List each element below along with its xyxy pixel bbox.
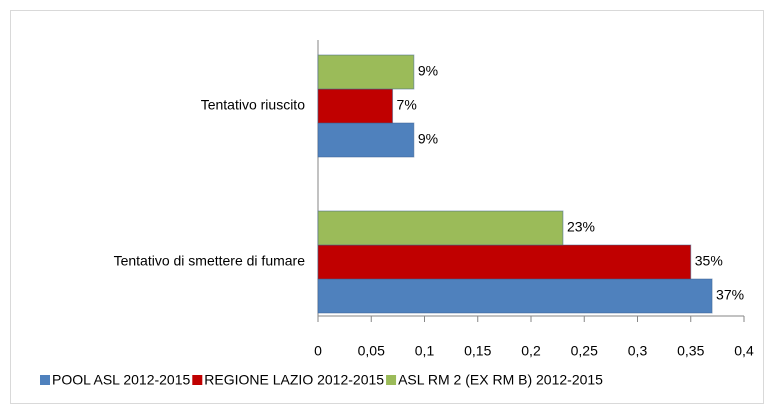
bar xyxy=(317,278,713,314)
bar xyxy=(317,210,564,246)
legend-swatch xyxy=(40,375,50,385)
bar xyxy=(317,244,692,280)
bar xyxy=(317,122,415,158)
x-tick-label: 0,05 xyxy=(358,343,385,359)
x-tick-label: 0,2 xyxy=(521,343,541,359)
legend-swatch xyxy=(192,375,203,385)
x-tick-label: 0,25 xyxy=(571,343,598,359)
value-label: 9% xyxy=(418,131,438,147)
x-tick-label: 0,1 xyxy=(415,343,435,359)
legend-label: POOL ASL 2012-2015 xyxy=(52,372,190,388)
value-label: 7% xyxy=(397,97,417,113)
x-tick-label: 0,35 xyxy=(677,343,704,359)
y-tick-label: Tentativo di smettere di fumare xyxy=(114,253,306,269)
value-label: 37% xyxy=(716,287,744,303)
x-tick-label: 0 xyxy=(314,343,322,359)
bar xyxy=(317,88,394,124)
y-tick-label: Tentativo riuscito xyxy=(201,97,305,113)
x-tick-label: 0,4 xyxy=(734,343,754,359)
value-label: 35% xyxy=(695,253,723,269)
value-label: 23% xyxy=(567,219,595,235)
x-tick-label: 0,15 xyxy=(464,343,491,359)
bar xyxy=(317,54,415,90)
legend-label: REGIONE LAZIO 2012-2015 xyxy=(204,372,384,388)
value-label: 9% xyxy=(418,63,438,79)
x-tick-label: 0,3 xyxy=(628,343,648,359)
legend-label: ASL RM 2 (EX RM B) 2012-2015 xyxy=(398,372,603,388)
legend-swatch xyxy=(386,375,397,385)
